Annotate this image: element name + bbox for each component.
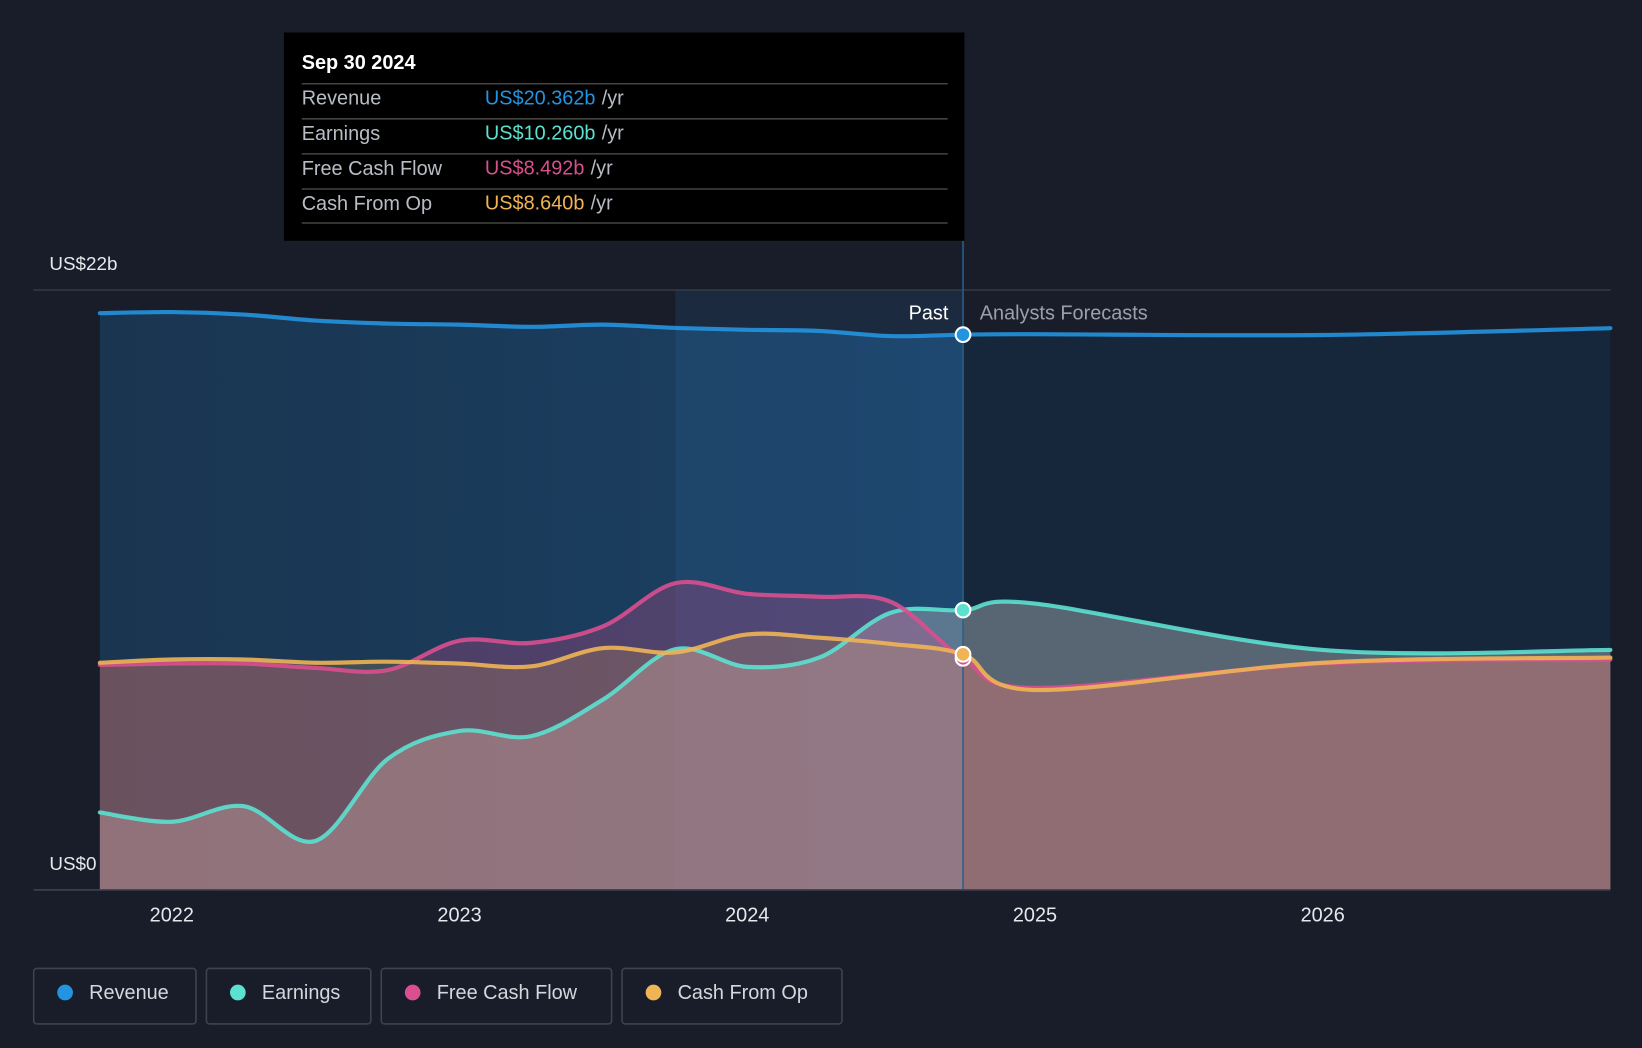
tooltip-label: Cash From Op [302,193,432,215]
tooltip-value-number: US$8.492b [485,158,584,180]
legend-item[interactable]: Free Cash Flow [380,967,613,1025]
legend-button[interactable] [621,967,843,1025]
tooltip-label: Free Cash Flow [302,158,443,180]
x-tick-label: 2026 [1301,904,1345,926]
y-tick-label: US$0 [49,853,96,874]
legend-swatch [57,984,73,1001]
legend-label: Earnings [262,982,341,1004]
hover-dot [954,645,972,663]
series-area [99,633,1611,890]
tooltip-unit: /yr [602,123,624,145]
forecast-label: Analysts Forecasts [980,302,1148,324]
tooltip-label: Revenue [302,88,382,110]
series-line [97,631,1613,693]
legend-button[interactable] [380,967,613,1025]
past-label: Past [909,302,949,324]
tooltip-unit: /yr [591,193,613,215]
series-area [99,601,1611,890]
revenue-area-forecast [963,328,1611,890]
series-line [97,309,1613,339]
legend-label: Revenue [89,982,169,1004]
x-tick-label: 2022 [150,904,194,926]
tooltip-label: Earnings [302,123,381,145]
tooltip-value-number: US$10.260b [485,123,596,145]
legend-label: Cash From Op [678,982,808,1004]
revenue-area-past [99,312,964,890]
x-tick-label: 2025 [1013,904,1057,926]
legend-button[interactable] [32,967,197,1025]
hover-dot [954,326,972,344]
tooltip-value-number: US$8.640b [485,193,584,215]
tooltip-value-number: US$20.362b [485,88,596,110]
legend-button[interactable] [205,967,372,1025]
tooltip-value: US$8.640b/yr [485,193,613,215]
legend-item[interactable]: Earnings [205,967,372,1025]
tooltip-box [283,32,965,241]
legend-label: Free Cash Flow [437,982,578,1004]
x-tick-label: 2023 [437,904,481,926]
tooltip-date: Sep 30 2024 [302,52,416,74]
legend-swatch [404,984,421,1001]
legend-swatch [229,984,246,1001]
legend-swatch [645,984,662,1001]
legend-item[interactable]: Cash From Op [621,967,843,1025]
hover-dot [954,601,972,619]
tooltip-value: US$8.492b/yr [485,158,613,180]
tooltip-value: US$20.362b/yr [485,88,624,110]
y-tick-label: US$22b [49,253,117,274]
tooltip-unit: /yr [602,88,624,110]
tooltip-unit: /yr [591,158,613,180]
series-area [99,581,1611,890]
x-tick-label: 2024 [725,904,769,926]
series-line [97,599,1613,844]
legend-item[interactable]: Revenue [32,967,197,1025]
tooltip-value: US$10.260b/yr [485,123,624,145]
tooltip: Sep 30 2024 Revenue US$20.362b/yr Earnings U… [283,32,965,241]
